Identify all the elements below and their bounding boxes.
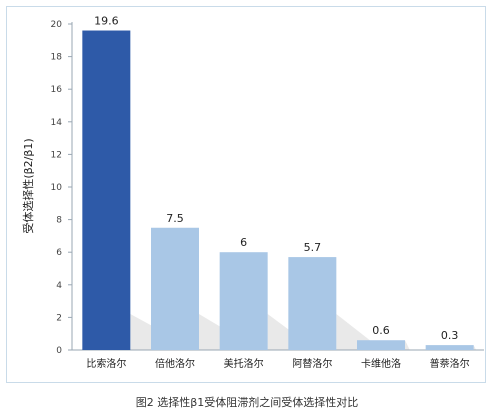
bar xyxy=(425,345,474,350)
y-tick-label: 0 xyxy=(56,346,62,356)
bar-shadow xyxy=(405,340,410,350)
y-tick-label: 20 xyxy=(51,20,63,30)
y-tick-label: 12 xyxy=(51,150,62,160)
y-tick-label: 10 xyxy=(51,183,63,193)
data-label: 7.5 xyxy=(166,212,184,225)
bar xyxy=(357,340,405,350)
x-tick-label: 阿替洛尔 xyxy=(292,357,332,370)
bars xyxy=(82,30,474,351)
bar xyxy=(288,257,337,350)
data-label: 0.6 xyxy=(372,324,390,337)
data-label: 0.3 xyxy=(441,329,459,342)
x-tick-label: 美托洛尔 xyxy=(224,357,264,370)
y-tick-label: 2 xyxy=(56,313,62,323)
y-tick-label: 8 xyxy=(56,216,62,226)
x-tick-label: 普萘洛尔 xyxy=(430,357,470,370)
x-tick-label: 倍他洛尔 xyxy=(155,357,195,370)
x-tick-labels: 比索洛尔 倍他洛尔 美托洛尔 阿替洛尔 卡维他洛 普萘洛尔 xyxy=(86,357,469,370)
y-tick-labels: 0 2 4 6 8 10 12 14 16 18 20 xyxy=(51,20,72,356)
bar-chart: 0 2 4 6 8 10 12 14 16 18 20 19.6 7.5 6 5.7 0.6 0.3 比索洛尔… xyxy=(21,15,484,370)
y-axis-title: 受体选择性(β2/β1) xyxy=(21,138,35,233)
y-tick-label: 14 xyxy=(51,118,63,128)
x-tick-label: 卡维他洛 xyxy=(361,357,401,370)
x-tick-label: 比索洛尔 xyxy=(86,357,126,370)
data-label: 5.7 xyxy=(304,241,322,254)
bar xyxy=(151,227,199,350)
y-tick-label: 6 xyxy=(56,248,62,258)
bar-shadow xyxy=(473,345,477,350)
data-label: 19.6 xyxy=(94,15,119,28)
bar xyxy=(82,30,131,351)
bar xyxy=(219,252,268,350)
y-tick-label: 18 xyxy=(51,53,63,63)
data-labels: 19.6 7.5 6 5.7 0.6 0.3 xyxy=(94,15,458,343)
y-tick-label: 16 xyxy=(51,85,63,95)
data-label: 6 xyxy=(240,236,247,249)
y-tick-label: 4 xyxy=(56,281,62,291)
figure-caption: 图2 选择性β1受体阻滞剂之间受体选择性对比 xyxy=(135,396,359,409)
